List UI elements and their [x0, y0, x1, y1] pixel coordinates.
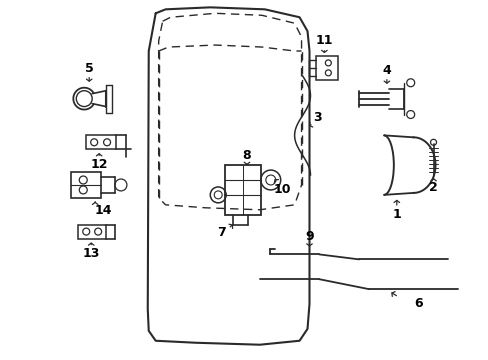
- Text: 4: 4: [382, 64, 390, 77]
- Text: 10: 10: [273, 184, 291, 197]
- Text: 8: 8: [242, 149, 251, 162]
- Bar: [316, 56, 338, 80]
- Text: 9: 9: [305, 230, 313, 243]
- Bar: [86, 135, 116, 149]
- Bar: [78, 225, 106, 239]
- Text: 6: 6: [413, 297, 422, 310]
- Bar: [224, 165, 260, 215]
- Text: 13: 13: [82, 247, 100, 260]
- Text: 12: 12: [90, 158, 108, 171]
- Text: 5: 5: [84, 62, 93, 75]
- Bar: [71, 172, 101, 198]
- Text: 3: 3: [312, 111, 321, 124]
- Text: 11: 11: [315, 33, 332, 46]
- Text: 2: 2: [428, 181, 437, 194]
- Text: 7: 7: [216, 226, 225, 239]
- Text: 1: 1: [392, 208, 400, 221]
- Text: 14: 14: [94, 204, 112, 217]
